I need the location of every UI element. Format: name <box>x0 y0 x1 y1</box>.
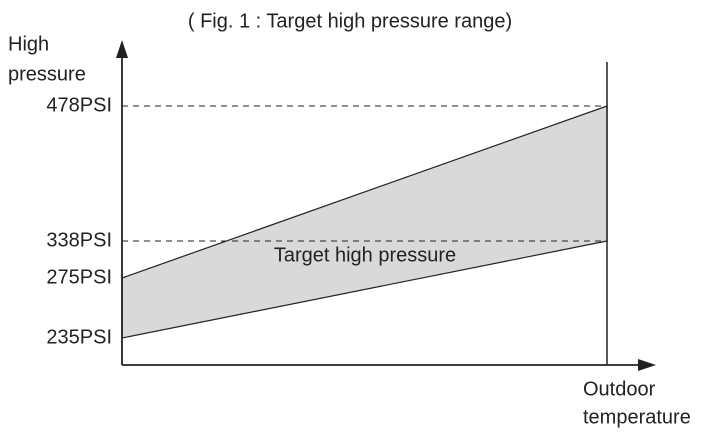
target-band <box>121 105 608 339</box>
y-tick-label: 275PSI <box>46 266 112 288</box>
y-axis-label: pressure <box>8 63 86 85</box>
y-axis-arrow <box>116 40 128 58</box>
band-label: Target high pressure <box>274 244 456 266</box>
y-tick-label: 338PSI <box>46 229 112 251</box>
x-axis-arrow <box>638 359 656 371</box>
title: ( Fig. 1 : Target high pressure range) <box>188 10 512 32</box>
x-axis-label: temperature <box>583 406 691 428</box>
y-tick-label: 478PSI <box>46 94 112 116</box>
x-axis-label: Outdoor <box>583 378 656 400</box>
y-axis-label: High <box>8 33 49 55</box>
y-tick-label: 235PSI <box>46 326 112 348</box>
